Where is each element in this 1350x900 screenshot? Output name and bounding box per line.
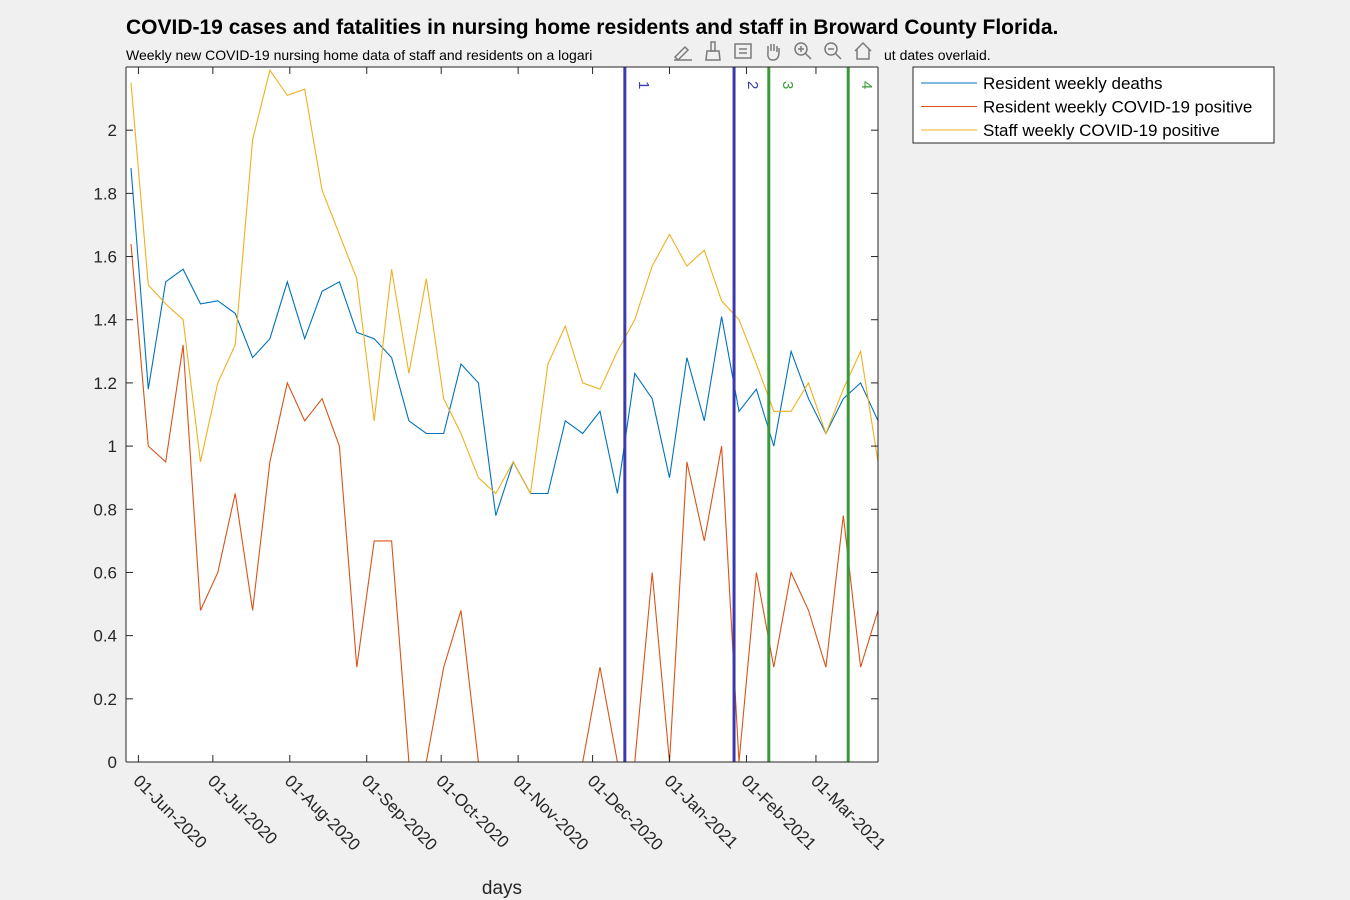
x-tick-label: 01-Jul-2020 — [204, 771, 281, 848]
legend-label-1: Resident weekly deaths — [983, 74, 1163, 93]
event-line-label-2: 2 — [744, 81, 761, 89]
data-tips-icon[interactable] — [730, 38, 756, 64]
legend-label-2: Resident weekly COVID-19 positive — [983, 98, 1252, 117]
y-tick-label: 1.6 — [93, 248, 117, 267]
x-tick-label: 01-Sep-2020 — [358, 771, 441, 854]
y-tick-label: 0.6 — [93, 563, 117, 582]
pan-icon[interactable] — [760, 38, 786, 64]
brush-icon[interactable] — [700, 38, 726, 64]
series-line-3 — [130, 68, 878, 496]
x-tick-label: 01-Dec-2020 — [584, 771, 667, 854]
event-line-label-1: 1 — [635, 81, 652, 89]
zoom-out-icon[interactable] — [820, 38, 846, 64]
event-line-label-3: 3 — [779, 81, 796, 89]
y-tick-label: 0.4 — [93, 627, 117, 646]
y-tick-label: 0 — [108, 753, 117, 772]
y-tick-label: 1.4 — [93, 311, 117, 330]
zoom-in-icon[interactable] — [790, 38, 816, 64]
chart-subtitle-continued: ut dates overlaid. — [884, 47, 991, 63]
series-line-1 — [130, 168, 878, 516]
series-group — [130, 67, 878, 762]
event-line-label-4: 4 — [858, 81, 875, 89]
series-line-2 — [130, 243, 878, 762]
y-tick-label: 1 — [108, 437, 117, 456]
plot-area: 1 2 3 4 0 0.2 0.4 0.6 0.8 1 1.2 1.4 1.6 1.8 2 01-Jun-20… — [93, 66, 889, 854]
chart-title: COVID-19 cases and fatalities in nursing… — [126, 16, 1058, 39]
y-tick-label: 2 — [108, 121, 117, 140]
x-axis-label: days — [482, 878, 522, 899]
home-icon[interactable] — [850, 38, 876, 64]
x-tick-label: 01-Jan-2021 — [661, 771, 742, 852]
legend-label-3: Staff weekly COVID-19 positive — [983, 121, 1220, 140]
x-tick-label: 01-Aug-2020 — [281, 771, 364, 854]
axes-toolbar — [670, 37, 876, 65]
y-tick-label: 1.2 — [93, 374, 117, 393]
y-tick-label: 0.2 — [93, 690, 117, 709]
x-tick-label: 01-Oct-2020 — [432, 771, 512, 851]
x-tick-label: 01-Nov-2020 — [509, 771, 592, 854]
plot-background — [126, 67, 878, 762]
chart-subtitle: Weekly new COVID-19 nursing home data of… — [126, 47, 592, 63]
x-tick-label: 01-Jun-2020 — [130, 771, 211, 852]
edit-icon[interactable] — [670, 38, 696, 64]
y-tick-label: 1.8 — [93, 184, 117, 203]
legend: Resident weekly deaths Resident weekly CO… — [912, 66, 1275, 144]
x-tick-label: 01-Mar-2021 — [807, 771, 889, 853]
y-tick-label: 0.8 — [93, 500, 117, 519]
